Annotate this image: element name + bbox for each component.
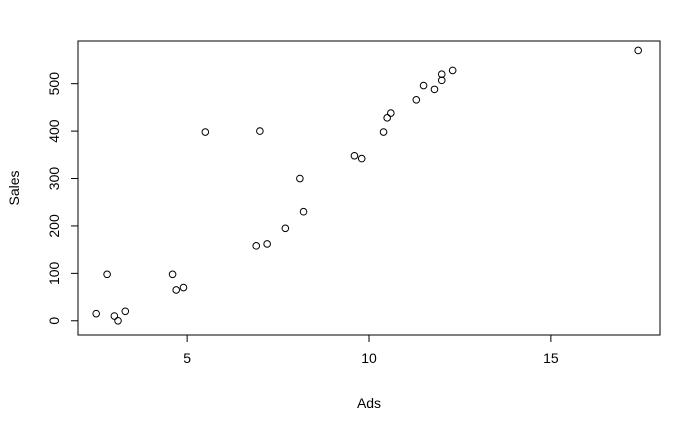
data-point [437,70,446,78]
data-point [92,309,100,318]
y-tick-label: 400 [46,119,62,143]
data-point [252,242,261,250]
data-point [379,128,388,136]
data-point [172,286,181,294]
y-axis: 0 100 200 300 400 500 [46,72,79,325]
data-point [110,312,119,320]
data-point [168,270,177,279]
x-tick-label: 5 [183,350,191,366]
x-tick-label: 10 [361,350,377,366]
data-point [350,151,359,160]
data-point [296,174,304,183]
y-tick-label: 0 [46,317,62,325]
data-point [114,316,122,325]
y-tick-label: 100 [46,261,62,285]
data-point [179,283,188,292]
plot-frame [77,40,661,336]
data-point [357,154,366,163]
data-point [281,224,290,233]
x-axis: 5 10 15 [183,334,559,366]
x-axis-label: Ads [357,395,381,411]
y-axis-label: Sales [6,170,22,205]
y-tick-label: 300 [46,167,62,191]
data-point [430,85,439,94]
data-point [634,46,642,55]
data-point [201,128,210,136]
data-point [448,66,457,75]
data-point [256,127,264,135]
x-tick-label: 15 [543,350,559,366]
data-point [412,96,421,104]
data-point [387,109,395,117]
data-point [383,114,391,122]
data-point [121,307,130,316]
y-tick-label: 500 [46,72,62,96]
data-point [103,270,111,279]
y-tick-label: 200 [46,214,62,238]
data-point [299,207,308,216]
data-points [92,46,642,325]
data-point [263,240,271,248]
data-point [437,76,446,85]
data-point [419,81,428,90]
